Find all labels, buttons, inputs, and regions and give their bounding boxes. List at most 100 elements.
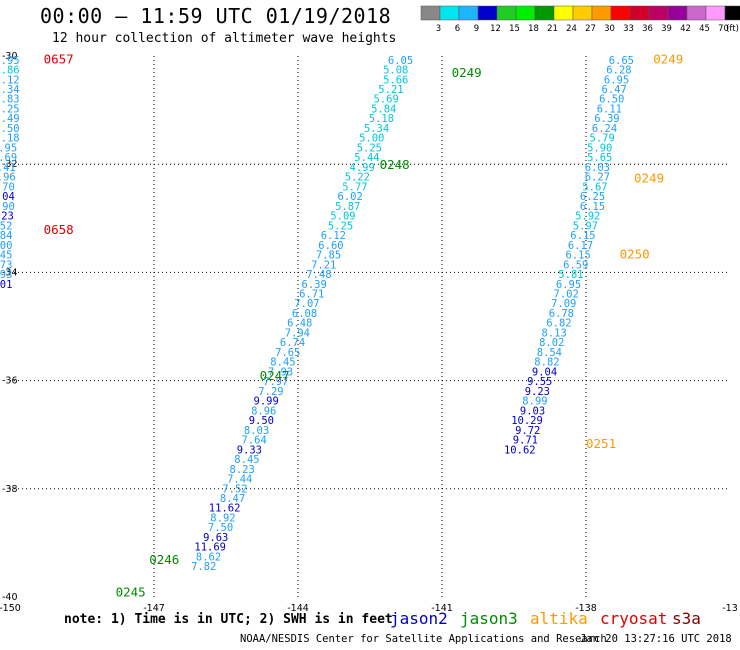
colorbar-swatch: [420, 5, 441, 21]
colorbar-swatch: [553, 5, 574, 21]
wave-height-label: 7.50: [208, 522, 233, 534]
pass-time-label: 0249: [653, 52, 683, 67]
wave-height-label: 7.25: [0, 103, 20, 115]
wave-height-label: 6.48: [287, 318, 312, 330]
colorbar-swatch: [496, 5, 517, 21]
colorbar-swatch: [439, 5, 460, 21]
wave-height-label: 10.29: [511, 415, 543, 427]
wave-height-label: 5.44: [354, 152, 379, 164]
wave-height-label: 8.96: [251, 405, 276, 417]
colorbar-label: 3: [436, 24, 441, 34]
colorbar-swatch: [629, 5, 650, 21]
wave-height-label: 6.15: [580, 201, 605, 213]
colorbar-swatch: [591, 5, 612, 21]
x-tick-label: -13: [722, 603, 738, 614]
wave-height-label: 9.04: [532, 366, 557, 378]
wave-height-label: 8.47: [220, 493, 245, 505]
legend-cryosat: cryosat: [600, 609, 668, 628]
wave-height-label: 5.22: [345, 172, 370, 184]
wave-height-label: 7.82: [191, 561, 216, 573]
wave-height-label: 5.18: [369, 113, 394, 125]
colorbar-label: 24: [566, 24, 577, 34]
wave-height-label: 11.69: [194, 542, 226, 554]
wave-height-label: 5.97: [573, 220, 598, 232]
wave-height-label: 7.21: [311, 259, 336, 271]
wave-height-label: 5.81: [558, 269, 583, 281]
wave-height-label: 9.01: [0, 279, 12, 291]
wave-height-label: 6.74: [280, 337, 305, 349]
colorbar-label: 70: [718, 24, 729, 34]
x-tick-label: -150: [0, 603, 21, 614]
colorbar-swatch: [724, 5, 740, 21]
legend-s3a: s3a: [672, 609, 701, 628]
x-tick-label: -141: [431, 603, 453, 614]
y-tick-label: -32: [2, 159, 18, 170]
wave-height-label: 9.72: [515, 425, 540, 437]
colorbar-label: 21: [547, 24, 558, 34]
colorbar-swatch: [686, 5, 707, 21]
wave-height-label: 6.34: [0, 84, 20, 96]
wave-height-label: 6.41: [0, 162, 16, 174]
pass-time-label: 0245: [116, 585, 146, 600]
chart-subtitle: 12 hour collection of altimeter wave hei…: [52, 31, 397, 46]
legend-jason2: jason2: [390, 609, 448, 628]
x-tick-label: -144: [287, 603, 309, 614]
wave-height-label: 7.09: [551, 298, 576, 310]
colorbar-label: 27: [585, 24, 596, 34]
wave-height-label: 5.79: [590, 133, 615, 145]
colorbar-swatch: [534, 5, 555, 21]
wave-height-label: 7.64: [242, 435, 267, 447]
y-tick-label: -34: [2, 267, 18, 278]
wave-height-label: 7.52: [222, 483, 247, 495]
wave-height-label: 8.45: [270, 357, 295, 369]
wave-height-label: 8.99: [522, 396, 547, 408]
wave-height-label: 6.83: [0, 94, 20, 106]
wave-height-label: 6.50: [599, 94, 624, 106]
wave-height-label: 8.03: [244, 425, 269, 437]
wave-height-label: 6.65: [609, 55, 634, 67]
pass-time-label: 0658: [44, 222, 74, 237]
pass-time-label: 0248: [380, 157, 410, 172]
credit-line: NOAA/NESDIS Center for Satellite Applica…: [240, 633, 607, 645]
pass-time-label: 0246: [149, 552, 179, 567]
colorbar-label: 33: [623, 24, 634, 34]
wave-height-label: 7.85: [316, 250, 341, 262]
wave-height-label: 6.59: [563, 259, 588, 271]
wave-height-label: 9.03: [520, 405, 545, 417]
wave-height-label: 5.25: [357, 142, 382, 154]
wave-height-label: 7.97: [263, 376, 288, 388]
wave-height-label: 6.03: [585, 162, 610, 174]
wave-height-label: 5.86: [0, 65, 20, 77]
colorbar-swatch: [572, 5, 593, 21]
wave-height-label: 7.93: [268, 366, 293, 378]
wave-height-label: 6.49: [0, 113, 20, 125]
pass-time-label: 0247: [260, 368, 290, 383]
wave-height-label: 5.08: [383, 65, 408, 77]
colorbar-label: 9: [474, 24, 479, 34]
wave-height-label: 8.70: [0, 181, 15, 193]
colorbar-label: 15: [509, 24, 520, 34]
colorbar-label: 36: [642, 24, 653, 34]
wave-height-label: 6.95: [0, 142, 17, 154]
wave-height-label: 8.82: [534, 357, 559, 369]
colorbar-label: 6: [455, 24, 460, 34]
wave-height-label: 7.94: [285, 327, 310, 339]
wave-height-label: 7.02: [554, 288, 579, 300]
wave-height-label: 6.17: [568, 240, 593, 252]
wave-height-label: 7.07: [294, 298, 319, 310]
colorbar-swatch: [648, 5, 669, 21]
wave-height-label: 6.08: [292, 308, 317, 320]
y-tick-label: -36: [2, 376, 18, 387]
wave-height-label: 9.50: [249, 415, 274, 427]
wave-height-label: 6.82: [546, 318, 571, 330]
wave-height-label: 8.45: [234, 454, 259, 466]
wave-height-label: 6.39: [302, 279, 327, 291]
wave-height-label: 6.50: [0, 123, 20, 135]
generated-timestamp: Jan 20 13:27:16 UTC 2018: [580, 633, 732, 645]
wave-height-label: 6.60: [318, 240, 343, 252]
wave-height-label: 6.02: [338, 191, 363, 203]
y-tick-label: -30: [2, 51, 18, 62]
wave-height-label: 6.15: [566, 250, 591, 262]
colorbar-swatch: [610, 5, 631, 21]
colorbar-label: 12: [490, 24, 501, 34]
